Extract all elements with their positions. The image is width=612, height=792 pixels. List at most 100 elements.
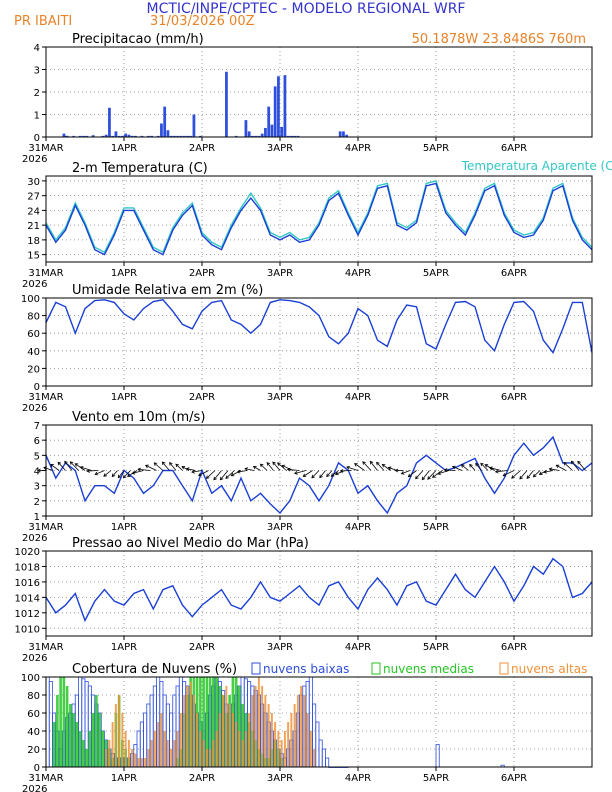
wind-arrow-head xyxy=(153,462,158,466)
precip-bar xyxy=(234,135,238,137)
wind-arrow xyxy=(382,464,391,471)
cloud-bar xyxy=(170,749,173,767)
cloud-bar xyxy=(101,731,105,767)
x-tick-label: 6APR xyxy=(501,392,527,403)
cloud-bar xyxy=(283,731,286,767)
wind-arrow-head xyxy=(415,475,419,480)
wind-arrow-head xyxy=(50,463,54,468)
cloud-bar xyxy=(300,686,303,767)
wind-arrow-head xyxy=(286,467,291,472)
precip-bar xyxy=(186,135,189,137)
wind-arrow-head xyxy=(548,467,553,472)
precip-bar xyxy=(247,131,251,137)
cloud-bar xyxy=(212,740,215,767)
wind-arrow-head xyxy=(362,461,366,465)
precip-bar xyxy=(78,135,82,137)
panel-3: 0 20 40 60 80 100 31MAR 1APR 2APR 3APR 4APR 5APR 6AP… xyxy=(21,283,593,414)
wind-arrow-head xyxy=(563,462,567,466)
precip-bar xyxy=(111,135,115,137)
x-tick-label: 4APR xyxy=(345,392,371,403)
precip-bar xyxy=(82,135,85,137)
cloud-bar xyxy=(69,704,72,767)
wind-arrow-head xyxy=(543,469,547,474)
wind-arrow xyxy=(519,470,528,480)
precip-bar xyxy=(85,135,89,137)
x-tick-label: 5APR xyxy=(423,268,449,279)
precip-bar xyxy=(277,76,280,137)
cloud-bar xyxy=(82,740,85,767)
cloud-bar xyxy=(111,722,114,767)
wind-arrow-head xyxy=(526,475,531,479)
cloud-bar xyxy=(293,704,296,767)
wind-arrow xyxy=(162,461,170,471)
y-tick-label: 1012 xyxy=(15,609,40,620)
cloud-bar xyxy=(78,731,82,767)
cloud-bar xyxy=(225,686,228,767)
wind-arrow-head xyxy=(127,473,131,477)
cloud-bar xyxy=(241,704,244,767)
cloud-bar xyxy=(118,695,121,767)
x-tick-label: 4APR xyxy=(345,268,371,279)
x-tick-label: 4APR xyxy=(345,522,371,533)
precip-bar xyxy=(169,135,173,137)
x-tick-label: 31MAR xyxy=(28,143,63,154)
precip-bar xyxy=(65,135,69,137)
wind-arrow-head xyxy=(407,473,412,478)
cloud-bar xyxy=(150,740,153,767)
precip-bar xyxy=(342,131,345,137)
wind-arrow-head xyxy=(346,465,350,470)
y-tick-label: 1018 xyxy=(15,562,40,573)
precip-bar xyxy=(173,135,176,137)
cloud-bar xyxy=(121,713,124,767)
precip-bar xyxy=(127,134,131,137)
precip-bar xyxy=(225,71,228,137)
precip-bar xyxy=(134,135,137,137)
x-tick-label: 5APR xyxy=(423,143,449,154)
cloud-bar xyxy=(163,731,166,767)
cloud-bar xyxy=(248,713,251,767)
wind-arrow xyxy=(111,470,118,477)
x-tick-label: 6APR xyxy=(501,268,527,279)
cloud-bar xyxy=(205,677,209,767)
wind-arrow xyxy=(287,468,300,471)
precip-bar xyxy=(114,131,118,137)
cloud-bar xyxy=(72,713,75,767)
wind-arrow xyxy=(503,470,515,477)
y-tick-label: 15 xyxy=(27,251,40,262)
station-coords: 50.1878W 23.8486S 760m xyxy=(412,32,586,47)
wind-arrow-head xyxy=(145,464,149,469)
wind-arrow xyxy=(303,470,313,477)
cloud-bar xyxy=(205,749,208,767)
line-pressao xyxy=(45,557,593,623)
wind-arrow xyxy=(277,462,287,471)
wind-arrow xyxy=(213,470,222,480)
wind-arrow-head xyxy=(577,460,581,465)
cloud-bar xyxy=(315,721,320,768)
wind-arrow-head xyxy=(502,472,507,477)
precip-bar xyxy=(290,135,293,137)
wind-arrow-head xyxy=(272,461,276,466)
x-tick-label: 5APR xyxy=(423,642,449,653)
precip-bar xyxy=(179,135,183,137)
wind-arrow xyxy=(103,470,112,477)
wind-arrow xyxy=(253,466,261,471)
cloud-bar xyxy=(254,686,257,767)
cloud-bar xyxy=(235,722,238,767)
cloud-bar xyxy=(98,713,101,767)
wind-arrow-head xyxy=(376,461,380,466)
wind-arrow-head xyxy=(400,471,405,475)
cloud-bar xyxy=(290,713,293,767)
cloud-bar xyxy=(215,731,218,767)
precip-bar xyxy=(117,135,121,137)
wind-arrow-head xyxy=(161,461,166,466)
wind-arrow xyxy=(571,460,580,471)
wind-arrow xyxy=(362,461,372,471)
wind-arrow xyxy=(169,462,177,471)
precip-bar xyxy=(244,120,248,137)
wind-arrow-head xyxy=(86,469,90,473)
wind-arrow xyxy=(191,470,203,473)
y-tick-label: 0 xyxy=(34,133,40,144)
cloud-bar xyxy=(287,722,290,767)
precip-bar xyxy=(101,135,105,137)
precip-bar xyxy=(160,123,163,137)
